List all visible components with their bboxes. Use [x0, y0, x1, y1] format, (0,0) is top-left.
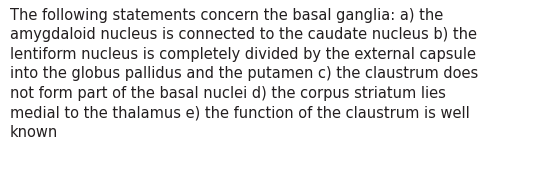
Text: The following statements concern the basal ganglia: a) the
amygdaloid nucleus is: The following statements concern the bas…: [10, 8, 478, 140]
